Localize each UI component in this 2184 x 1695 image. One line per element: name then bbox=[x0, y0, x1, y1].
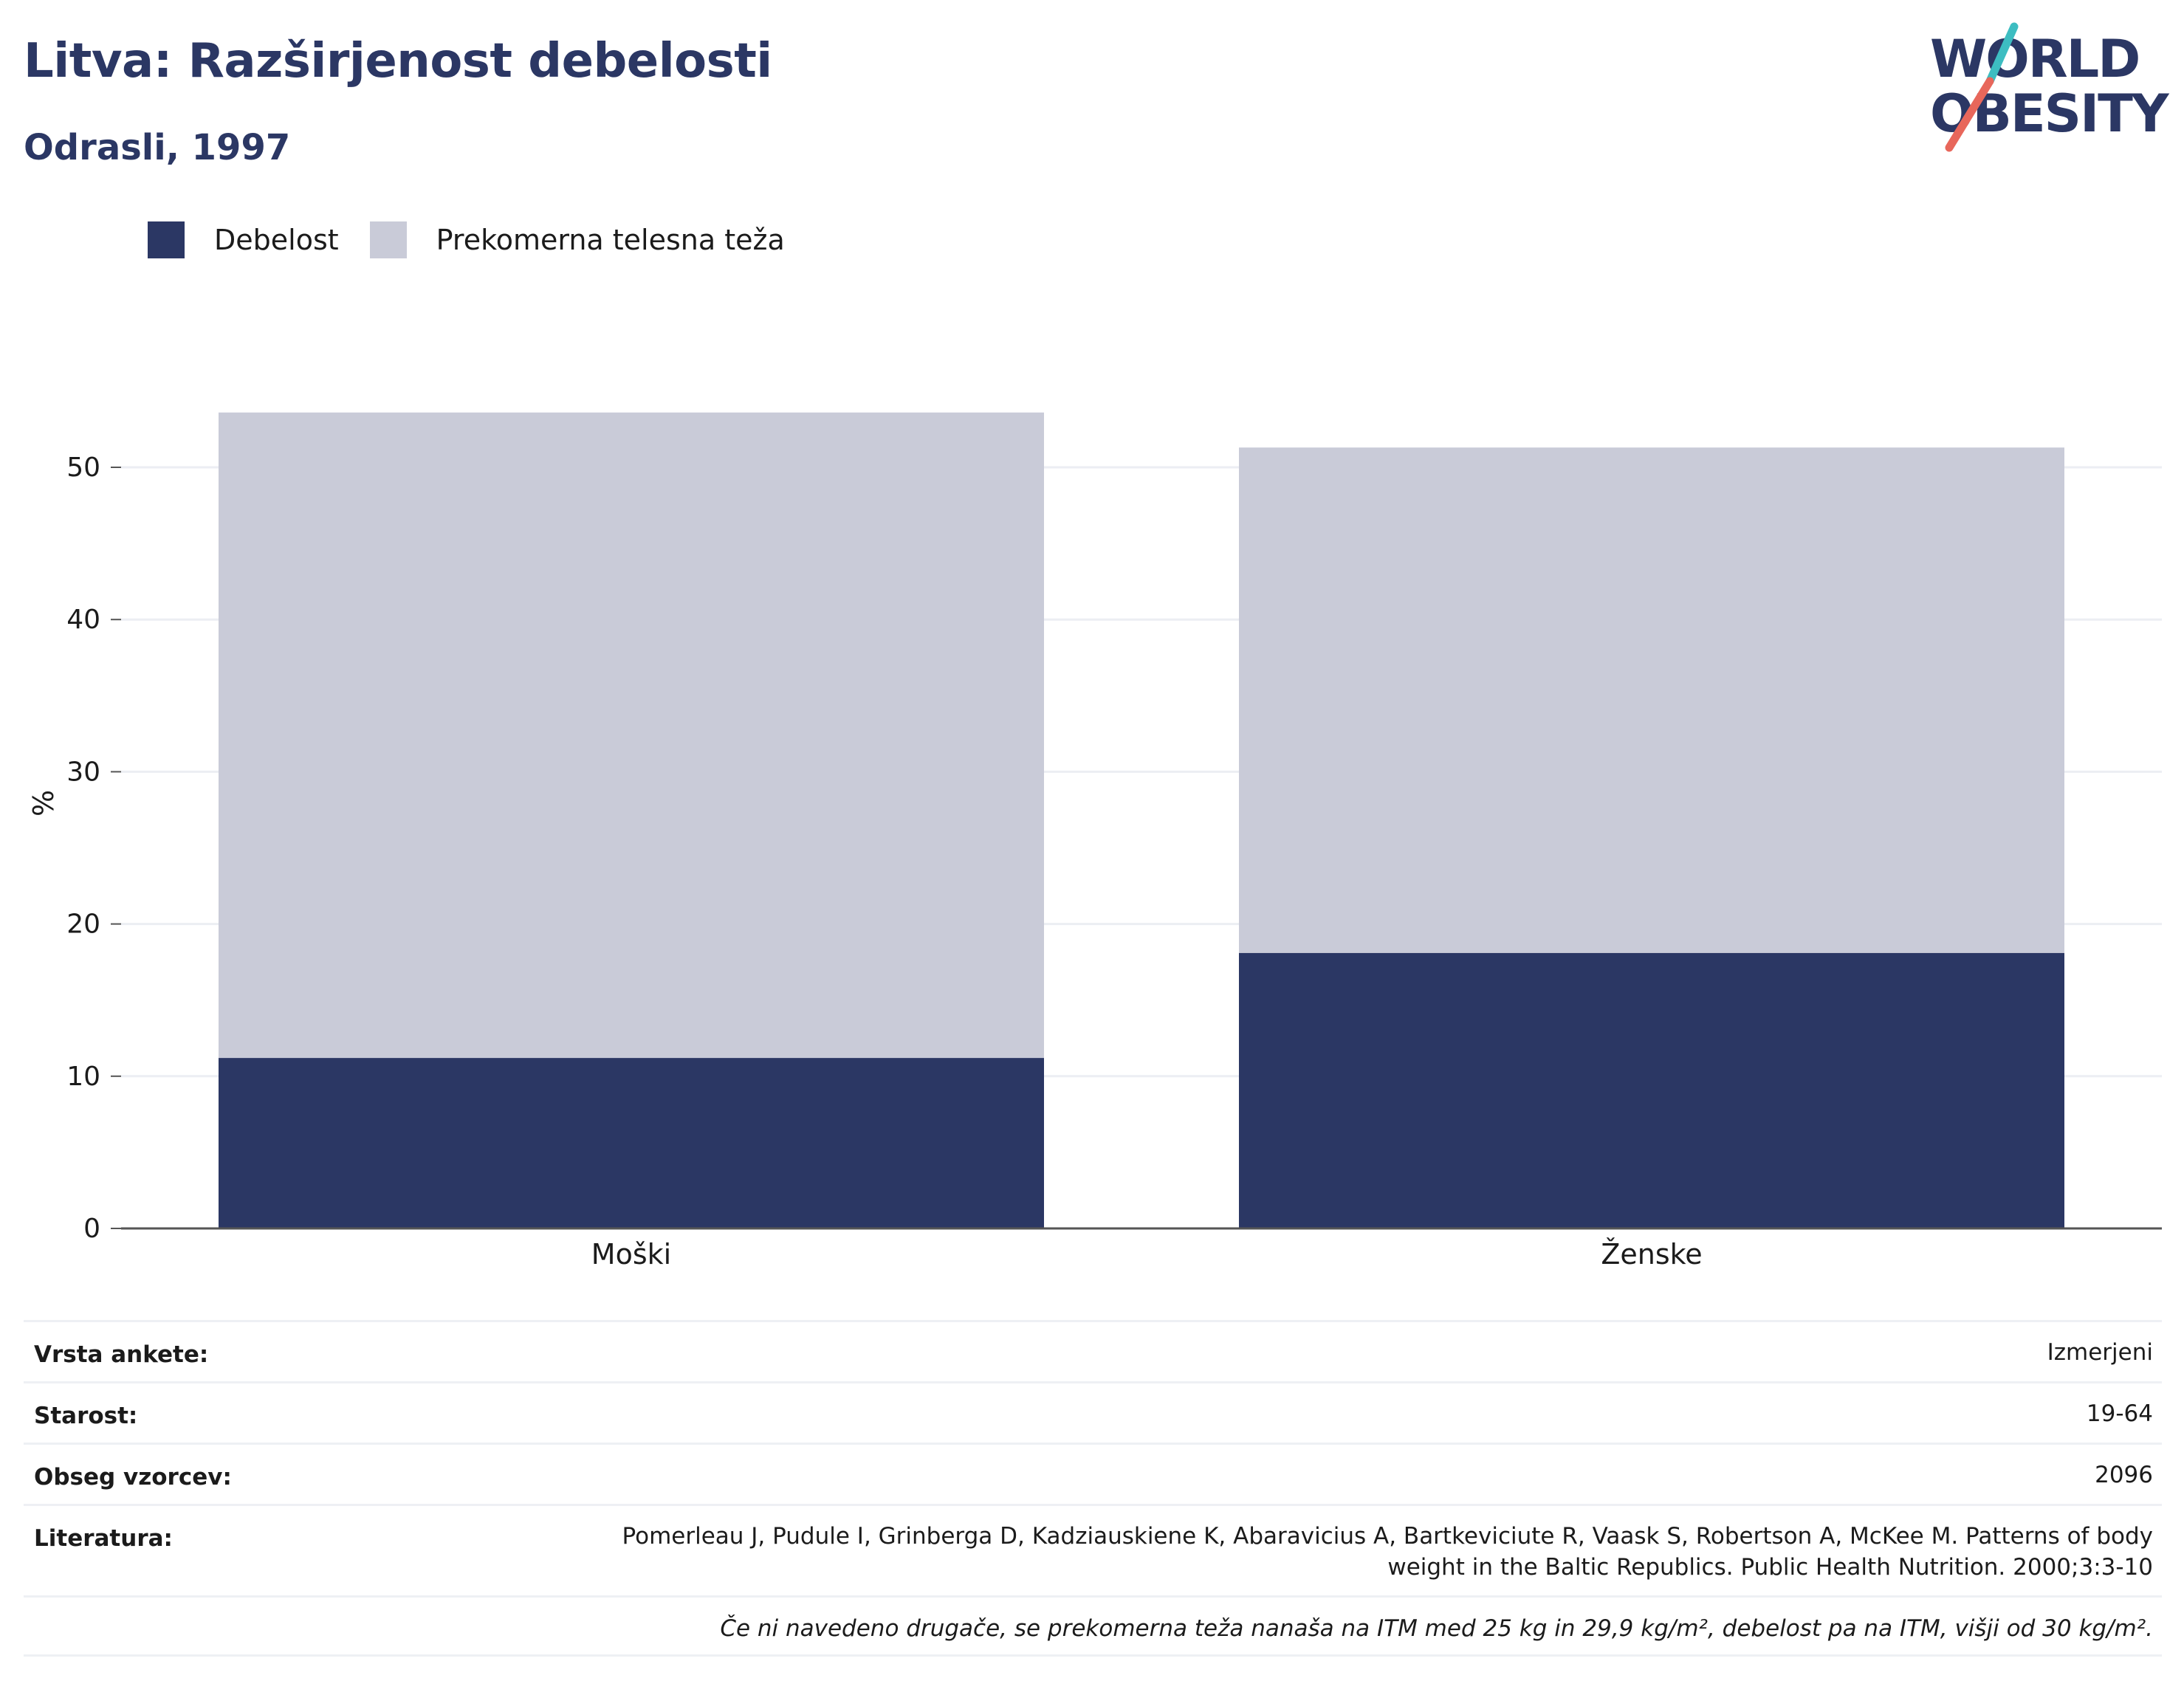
y-tick-label-40: 40 bbox=[66, 605, 100, 635]
x-category-label-0: Moški bbox=[591, 1238, 671, 1271]
info-value-survey-type: Izmerjeni bbox=[2047, 1339, 2153, 1366]
y-tick-label-20: 20 bbox=[66, 910, 100, 940]
bar-overweight-0 bbox=[219, 412, 1044, 1059]
legend-swatch-overweight bbox=[369, 221, 407, 258]
info-row-sample-size: Obseg vzorcev: 2096 bbox=[24, 1443, 2162, 1504]
chart-title: Litva: Razširjenost debelosti bbox=[24, 34, 772, 89]
x-category-label-1: Ženske bbox=[1601, 1238, 1702, 1271]
survey-info-table: Vrsta ankete: Izmerjeni Starost: 19-64 O… bbox=[24, 1320, 2162, 1657]
y-tick-label-10: 10 bbox=[66, 1062, 100, 1092]
reference-line-2: weight in the Baltic Republics. Public H… bbox=[1387, 1554, 2153, 1581]
legend-swatch-obesity bbox=[148, 221, 185, 258]
info-key-age: Starost: bbox=[34, 1403, 138, 1429]
definition-note: Če ni navedeno drugače, se prekomerna te… bbox=[720, 1615, 2153, 1642]
svg-text:WORLD: WORLD bbox=[1930, 29, 2139, 89]
world-obesity-logo: WORLD OBESITY bbox=[1930, 22, 2171, 152]
y-tick-label-50: 50 bbox=[66, 453, 100, 483]
stacked-bar-chart: 0 10 20 30 40 50 Moški Ženske % bbox=[27, 412, 2162, 1271]
info-row-note: Če ni navedeno drugače, se prekomerna te… bbox=[24, 1595, 2162, 1657]
y-tick-label-30: 30 bbox=[66, 757, 100, 787]
info-key-survey-type: Vrsta ankete: bbox=[34, 1341, 209, 1368]
info-row-reference: Literatura: Pomerleau J, Pudule I, Grinb… bbox=[24, 1504, 2162, 1595]
info-row-survey-type: Vrsta ankete: Izmerjeni bbox=[24, 1320, 2162, 1381]
legend-item-overweight: Prekomerna telesna teža bbox=[369, 221, 785, 258]
chart-subtitle: Odrasli, 1997 bbox=[24, 127, 291, 168]
info-value-reference: Pomerleau J, Pudule I, Grinberga D, Kadz… bbox=[622, 1521, 2153, 1583]
info-key-sample-size: Obseg vzorcev: bbox=[34, 1464, 232, 1491]
legend-label-obesity: Debelost bbox=[214, 224, 339, 256]
axes: 0 10 20 30 40 50 Moški Ženske bbox=[66, 453, 2162, 1271]
info-value-age: 19-64 bbox=[2086, 1400, 2153, 1427]
bars bbox=[219, 412, 2064, 1228]
info-value-sample-size: 2096 bbox=[2095, 1462, 2153, 1488]
legend-item-obesity: Debelost bbox=[148, 221, 339, 258]
bar-obesity-0 bbox=[219, 1058, 1044, 1228]
y-axis-title: % bbox=[27, 790, 60, 816]
reference-line-1: Pomerleau J, Pudule I, Grinberga D, Kadz… bbox=[622, 1523, 2153, 1550]
y-tick-label-0: 0 bbox=[83, 1214, 100, 1244]
bar-overweight-1 bbox=[1239, 447, 2064, 953]
bar-obesity-1 bbox=[1239, 952, 2064, 1228]
legend-label-overweight: Prekomerna telesna teža bbox=[436, 224, 785, 256]
info-row-age: Starost: 19-64 bbox=[24, 1381, 2162, 1443]
info-key-reference: Literatura: bbox=[34, 1525, 173, 1552]
chart-legend: Debelost Prekomerna telesna teža bbox=[148, 221, 816, 258]
